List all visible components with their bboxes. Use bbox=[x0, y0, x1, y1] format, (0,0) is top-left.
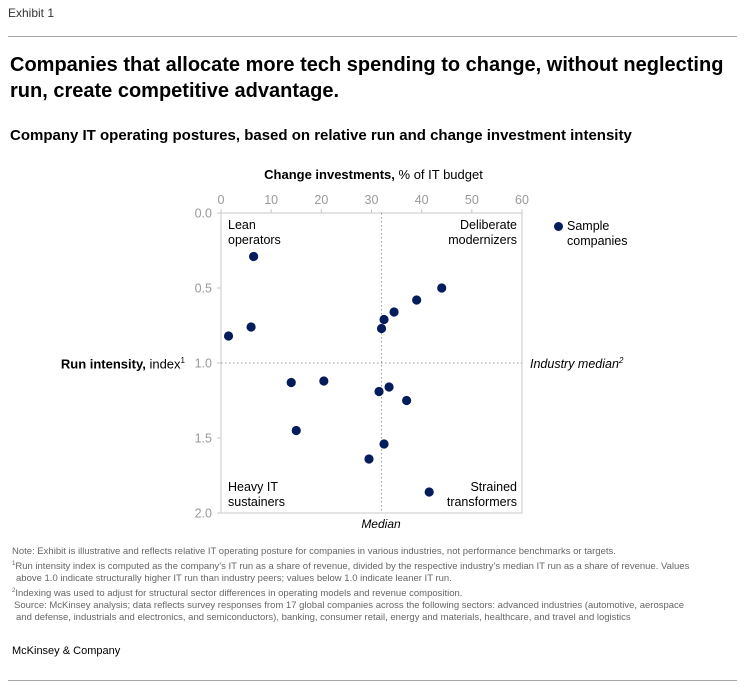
quadrant-label-strained-transformers: Strained transformers bbox=[400, 480, 517, 510]
data-point bbox=[424, 487, 434, 497]
legend-label-line1: Sample bbox=[567, 219, 610, 233]
legend-label-line2: companies bbox=[567, 234, 628, 248]
x-axis-title-bold: Change investments, bbox=[264, 167, 395, 182]
quadrant-label-line: sustainers bbox=[228, 495, 285, 509]
data-point bbox=[249, 251, 259, 262]
x-axis-title: Change investments, % of IT budget bbox=[0, 167, 747, 182]
y-tick-label: 1.5 bbox=[195, 432, 212, 446]
data-point bbox=[384, 382, 394, 392]
footnote-2-mark: 2 bbox=[12, 588, 16, 595]
x-tick-label: 0 bbox=[218, 193, 225, 207]
exhibit-label: Exhibit 1 bbox=[8, 6, 55, 20]
industry-median-text: Industry median bbox=[530, 357, 619, 372]
data-point bbox=[291, 425, 301, 436]
x-tick-label: 60 bbox=[515, 193, 529, 207]
data-point bbox=[437, 283, 447, 293]
footnotes: Note: Exhibit is illustrative and reflec… bbox=[12, 546, 737, 624]
data-point bbox=[402, 395, 412, 406]
footnote-note: Note: Exhibit is illustrative and reflec… bbox=[12, 546, 616, 557]
quadrant-label-line: Deliberate bbox=[460, 218, 517, 232]
data-point bbox=[379, 314, 389, 325]
quadrant-label-line: transformers bbox=[446, 495, 517, 509]
data-point bbox=[412, 295, 422, 305]
data-point bbox=[223, 331, 234, 341]
bottom-divider bbox=[8, 680, 737, 681]
y-axis-title-bold: Run intensity, bbox=[60, 356, 146, 372]
quadrant-label-line: Lean bbox=[228, 218, 256, 232]
footnote-1-text: Run intensity index is computed as the c… bbox=[15, 561, 690, 573]
top-divider bbox=[8, 36, 737, 37]
data-point bbox=[364, 454, 374, 464]
footnote-2-text: Indexing was used to adjust for structur… bbox=[15, 588, 463, 600]
source-line1: Source: McKinsey analysis; data reflects… bbox=[14, 600, 685, 612]
chart-layer: 0 10 20 30 40 50 60 0.0 0.5 1.0 1.5 2.0 bbox=[195, 193, 529, 521]
data-point bbox=[374, 386, 384, 397]
x-tick-label: 30 bbox=[365, 193, 379, 207]
chart-subtitle: Company IT operating postures, based on … bbox=[10, 127, 632, 144]
data-point bbox=[376, 323, 387, 334]
quadrant-label-line: modernizers bbox=[448, 233, 517, 247]
y-tick-label: 0.0 bbox=[195, 207, 212, 221]
data-point bbox=[319, 376, 329, 386]
y-tick-label: 2.0 bbox=[195, 507, 212, 521]
quadrant-label-heavy-it-sustainers: Heavy IT sustainers bbox=[228, 480, 285, 510]
footnote-1-line1: 1Run intensity index is computed as the … bbox=[12, 558, 737, 573]
y-axis-title: Run intensity, index1 bbox=[10, 356, 185, 371]
y-tick-label: 0.5 bbox=[195, 282, 212, 296]
headline: Companies that allocate more tech spendi… bbox=[10, 54, 724, 102]
quadrant-label-deliberate-modernizers: Deliberate modernizers bbox=[400, 218, 517, 248]
median-label: Median bbox=[361, 517, 401, 531]
quadrant-label-line: Strained bbox=[470, 480, 517, 494]
y-axis-footnote-mark: 1 bbox=[180, 356, 185, 365]
y-axis-title-unit: index bbox=[145, 356, 181, 372]
x-tick-label: 40 bbox=[415, 193, 429, 207]
quadrant-label-line: Heavy IT bbox=[228, 480, 279, 494]
legend-dot-icon bbox=[554, 222, 563, 231]
data-point bbox=[379, 439, 389, 449]
data-point bbox=[246, 322, 256, 332]
footnote-2: 2Indexing was used to adjust for structu… bbox=[12, 585, 737, 600]
data-point bbox=[286, 377, 296, 388]
brand-logo-text: McKinsey & Company bbox=[12, 645, 121, 657]
industry-median-footnote-mark: 2 bbox=[618, 356, 624, 365]
quadrant-label-lean-operators: Lean operators bbox=[228, 218, 281, 248]
legend: Sample companies bbox=[553, 219, 627, 249]
industry-median-label: Industry median2 bbox=[530, 356, 623, 371]
data-point bbox=[389, 307, 399, 317]
quadrant-label-line: operators bbox=[228, 233, 281, 247]
x-axis-title-unit: % of IT budget bbox=[394, 167, 483, 182]
footnote-1-line2: above 1.0 indicate structurally higher I… bbox=[16, 573, 452, 585]
source-line2: and defense, industrials and electronics… bbox=[16, 612, 631, 624]
footnote-1-mark: 1 bbox=[12, 561, 16, 567]
x-tick-label: 50 bbox=[465, 193, 479, 207]
x-tick-label: 20 bbox=[314, 193, 328, 207]
x-tick-label: 10 bbox=[264, 193, 278, 207]
y-tick-label: 1.0 bbox=[195, 357, 212, 371]
